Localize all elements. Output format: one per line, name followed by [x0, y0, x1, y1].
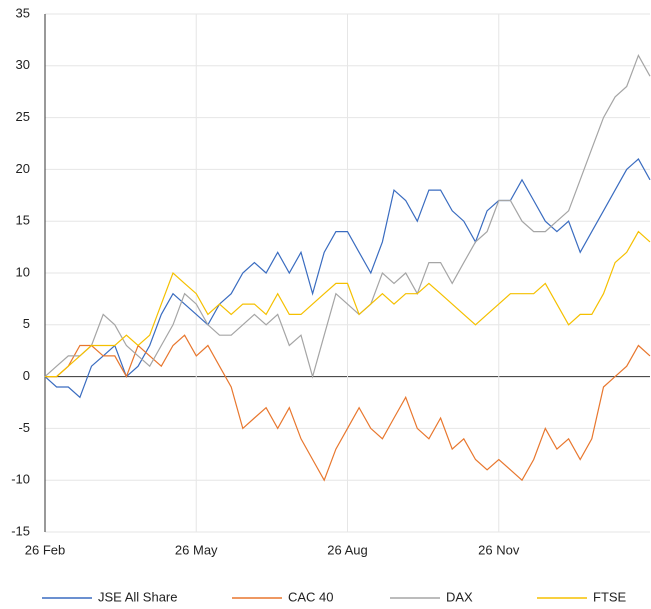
- y-tick-label: 0: [23, 368, 30, 383]
- x-tick-label: 26 Aug: [327, 542, 368, 557]
- y-tick-label: -5: [18, 420, 30, 435]
- x-tick-label: 26 Nov: [478, 542, 520, 557]
- legend-label: DAX: [446, 589, 473, 604]
- y-tick-label: 20: [16, 161, 30, 176]
- y-tick-label: -15: [11, 523, 30, 538]
- series-line: [44, 53, 651, 379]
- legend-label: FTSE: [593, 589, 627, 604]
- y-tick-label: 30: [16, 57, 30, 72]
- legend-label: CAC 40: [288, 589, 334, 604]
- legend-label: JSE All Share: [98, 589, 178, 604]
- series-line: [45, 334, 651, 482]
- y-tick-label: 10: [16, 264, 30, 279]
- y-tick-label: 5: [23, 316, 30, 331]
- y-tick-label: 25: [16, 109, 30, 124]
- series-line: [45, 230, 651, 378]
- y-tick-label: -10: [11, 472, 30, 487]
- y-tick-label: 35: [16, 5, 30, 20]
- y-tick-label: 15: [16, 213, 30, 228]
- x-tick-label: 26 May: [175, 542, 218, 557]
- x-tick-label: 26 Feb: [25, 542, 65, 557]
